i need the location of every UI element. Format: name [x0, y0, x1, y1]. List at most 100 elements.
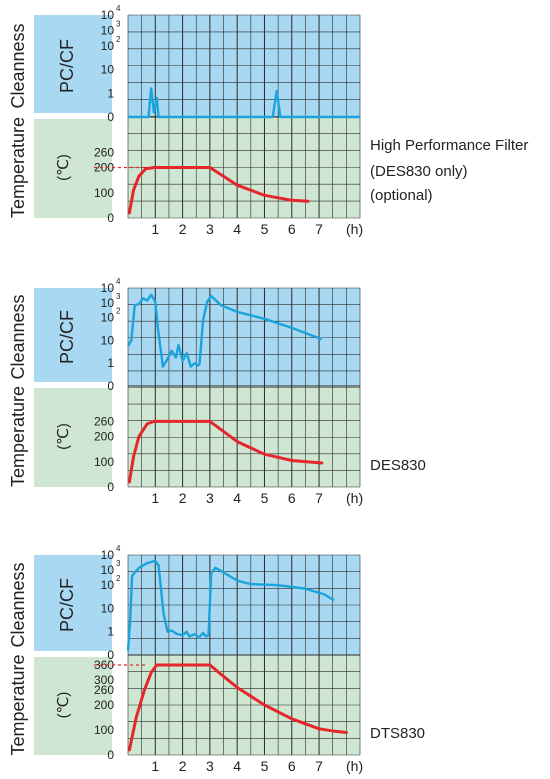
- cleanness-series-line: [126, 559, 335, 651]
- cleanness-tick-exponent: 2: [116, 574, 121, 583]
- cleanness-tick-exponent: 4: [116, 4, 121, 13]
- cleanness-tick-label: 10: [101, 548, 115, 562]
- pc-cf-label: PC/CF: [57, 578, 77, 632]
- x-unit-label: (h): [346, 490, 363, 506]
- cleanness-series-line: [126, 293, 323, 368]
- cleanness-tick-label: 10: [101, 281, 115, 295]
- x-tick-label: 6: [288, 758, 296, 774]
- cleanness-tick-exponent: 4: [116, 544, 121, 553]
- x-tick-label: 1: [151, 490, 159, 506]
- cleanness-tick-label: 10: [101, 8, 115, 22]
- cleanness-tick-label: 10: [101, 333, 115, 347]
- cleanness-tick-label: 10: [101, 39, 115, 53]
- cleanness-tick-label: 1: [107, 86, 114, 100]
- note-text: (DES830 only): [370, 163, 468, 180]
- temperature-tick-label: 260: [94, 145, 114, 159]
- temperature-series-line: [127, 166, 310, 215]
- cleanness-label-box: [34, 15, 112, 113]
- temperature-tick-label: 360: [94, 658, 114, 672]
- cleanness-tick-label: 0: [107, 110, 114, 124]
- temperature-series-line: [127, 419, 324, 484]
- cleanness-tick-exponent: 4: [116, 277, 121, 286]
- x-unit-label: (h): [346, 221, 363, 237]
- cleanness-tick-label: 10: [101, 563, 115, 577]
- x-tick-label: 5: [261, 221, 269, 237]
- cleanness-tick-label: 0: [107, 648, 114, 662]
- temperature-title: Temperature: [8, 117, 28, 218]
- temperature-tick-label: 200: [94, 161, 114, 175]
- temperature-plot-area: [128, 386, 360, 487]
- temperature-tick-label: 260: [94, 414, 114, 428]
- temperature-series-line: [127, 663, 348, 752]
- x-tick-label: 1: [151, 758, 159, 774]
- temperature-tick-label: 100: [94, 186, 114, 200]
- degree-unit-label: (℃): [55, 423, 72, 450]
- note-text: DTS830: [370, 725, 425, 742]
- cleanness-title: Cleanness: [8, 294, 28, 379]
- cleanness-tick-exponent: 3: [116, 559, 121, 568]
- x-tick-label: 6: [288, 221, 296, 237]
- temperature-tick-label: 100: [94, 455, 114, 469]
- cleanness-title: Cleanness: [8, 562, 28, 647]
- cleanness-label-box: [34, 555, 112, 651]
- cleanness-title: Cleanness: [8, 23, 28, 108]
- temperature-title: Temperature: [8, 654, 28, 755]
- x-unit-label: (h): [346, 758, 363, 774]
- cleanness-tick-label: 10: [101, 23, 115, 37]
- x-tick-label: 7: [315, 758, 323, 774]
- cleanness-label-box: [34, 288, 112, 382]
- x-tick-label: 7: [315, 490, 323, 506]
- cleanness-tick-label: 0: [107, 379, 114, 393]
- temperature-tick-label: 260: [94, 683, 114, 697]
- x-tick-label: 4: [233, 221, 241, 237]
- pc-cf-label: PC/CF: [57, 39, 77, 93]
- pc-cf-label: PC/CF: [57, 310, 77, 364]
- cleanness-plot-area: [128, 288, 360, 386]
- x-tick-label: 4: [233, 490, 241, 506]
- x-tick-label: 3: [206, 490, 214, 506]
- cleanness-series-line: [128, 87, 360, 119]
- cleanness-tick-label: 10: [101, 601, 115, 615]
- x-tick-label: 7: [315, 221, 323, 237]
- x-tick-label: 2: [179, 758, 187, 774]
- temperature-tick-label: 0: [107, 480, 114, 494]
- temperature-title: Temperature: [8, 386, 28, 487]
- cleanness-tick-label: 10: [101, 311, 115, 325]
- x-tick-label: 3: [206, 221, 214, 237]
- temperature-tick-label: 0: [107, 748, 114, 762]
- temperature-tick-label: 200: [94, 698, 114, 712]
- temperature-tick-label: 200: [94, 430, 114, 444]
- x-tick-label: 5: [261, 758, 269, 774]
- temperature-label-box: [34, 388, 112, 487]
- temperature-label-box: [34, 119, 112, 218]
- temperature-label-box: [34, 657, 112, 755]
- temperature-tick-label: 100: [94, 723, 114, 737]
- x-tick-label: 2: [179, 490, 187, 506]
- x-tick-label: 4: [233, 758, 241, 774]
- temperature-tick-label: 300: [94, 673, 114, 687]
- x-tick-label: 6: [288, 490, 296, 506]
- cleanness-tick-exponent: 3: [116, 19, 121, 28]
- temperature-tick-label: 0: [107, 211, 114, 225]
- cleanness-tick-label: 10: [101, 578, 115, 592]
- cleanness-tick-exponent: 2: [116, 307, 121, 316]
- note-text: DES830: [370, 457, 426, 474]
- x-tick-label: 5: [261, 490, 269, 506]
- x-tick-label: 1: [151, 221, 159, 237]
- x-tick-label: 3: [206, 758, 214, 774]
- cleanness-tick-label: 1: [107, 356, 114, 370]
- degree-unit-label: (℃): [55, 692, 72, 719]
- cleanness-tick-label: 10: [101, 63, 115, 77]
- cleanness-tick-label: 10: [101, 296, 115, 310]
- cleanness-tick-exponent: 3: [116, 292, 121, 301]
- note-text: (optional): [370, 187, 433, 204]
- cleanness-tick-label: 1: [107, 625, 114, 639]
- x-tick-label: 2: [179, 221, 187, 237]
- note-text: High Performance Filter: [370, 137, 528, 154]
- degree-unit-label: (℃): [55, 154, 72, 181]
- cleanness-tick-exponent: 2: [116, 35, 121, 44]
